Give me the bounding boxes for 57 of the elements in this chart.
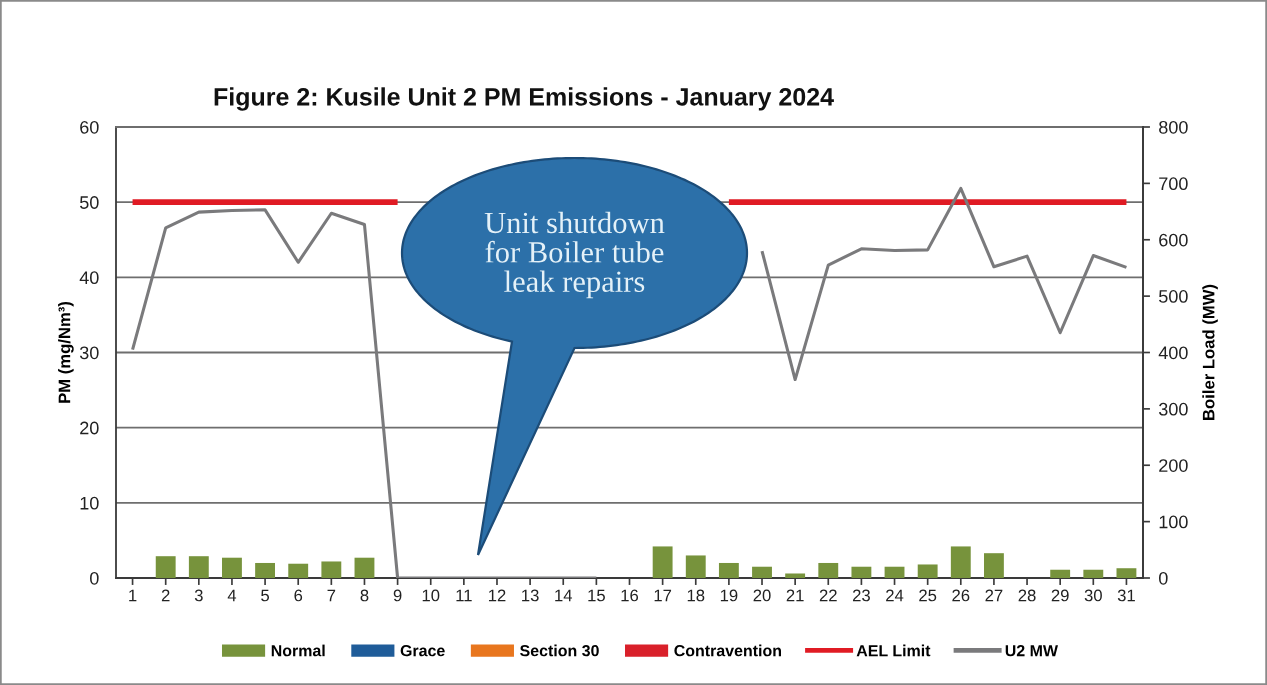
y2-tick-label: 800 (1159, 120, 1188, 134)
legend-label: Section 30 (520, 644, 599, 657)
x-tick-label: 18 (687, 589, 705, 602)
y-tick-label: 40 (79, 271, 99, 285)
x-tick-label: 11 (456, 589, 472, 602)
y-axis-title: PM (mg/Nm³) (58, 301, 74, 403)
x-tick-label: 30 (1084, 589, 1102, 602)
x-tick-label: 4 (227, 589, 237, 602)
y2-tick-label: 500 (1159, 290, 1188, 303)
legend-label: Normal (271, 644, 325, 657)
y2-tick-label: 400 (1158, 346, 1188, 360)
x-tick-label: 16 (621, 589, 639, 602)
y-tick-label: 20 (80, 421, 99, 435)
x-tick-label: 10 (422, 589, 440, 602)
y-tick-label: 10 (80, 496, 99, 510)
x-tick-label: 8 (360, 589, 369, 602)
x-tick-label: 20 (753, 589, 771, 602)
x-tick-label: 23 (852, 589, 870, 602)
legend-label: U2 MW (1005, 645, 1058, 657)
y-tick-label: 30 (79, 346, 99, 360)
x-tick-label: 9 (393, 589, 402, 602)
x-tick-label: 6 (294, 589, 303, 602)
x-tick-label: 17 (654, 589, 672, 602)
y-tick-label: 50 (79, 196, 99, 209)
x-tick-label: 13 (522, 589, 539, 602)
y2-tick-label: 700 (1159, 177, 1188, 191)
x-tick-label: 26 (952, 589, 970, 602)
x-tick-label: 12 (488, 589, 506, 602)
y-tick-label: 60 (80, 120, 99, 134)
x-tick-label: 15 (588, 589, 605, 602)
x-tick-label: 5 (261, 589, 270, 602)
x-tick-label: 3 (194, 589, 203, 602)
annotation: Unit shutdown for Boiler tube leak repairs (484, 211, 665, 299)
y2-tick-label: 600 (1159, 233, 1188, 247)
y2-tick-label: 300 (1158, 402, 1188, 416)
x-tick-label: 2 (161, 589, 170, 602)
chart-title: Figure 2: Kusile Unit 2 PM Emissions - January 2024 (214, 87, 834, 111)
y2-axis-title: Boiler Load (MW) (1202, 284, 1218, 420)
x-tick-label: 24 (886, 589, 904, 602)
x-tick-label: 1 (129, 589, 137, 602)
legend-label: Contravention (674, 644, 781, 657)
x-tick-label: 14 (555, 589, 573, 602)
x-tick-label: 28 (1018, 589, 1036, 602)
x-tick-label: 25 (919, 589, 937, 602)
x-tick-label: 7 (327, 589, 336, 602)
legend-label: Grace (400, 645, 445, 657)
x-tick-label: 31 (1117, 589, 1135, 602)
y2-tick-label: 200 (1159, 459, 1188, 472)
y-tick-label: 0 (90, 571, 99, 585)
x-tick-label: 22 (819, 589, 837, 602)
x-tick-label: 27 (985, 589, 1003, 602)
y2-tick-label: 0 (1158, 571, 1168, 585)
x-tick-label: 29 (1051, 589, 1069, 602)
y2-tick-label: 100 (1159, 515, 1188, 529)
x-tick-label: 21 (786, 589, 804, 602)
legend-label: AEL Limit (856, 644, 931, 657)
x-tick-label: 19 (720, 589, 738, 602)
